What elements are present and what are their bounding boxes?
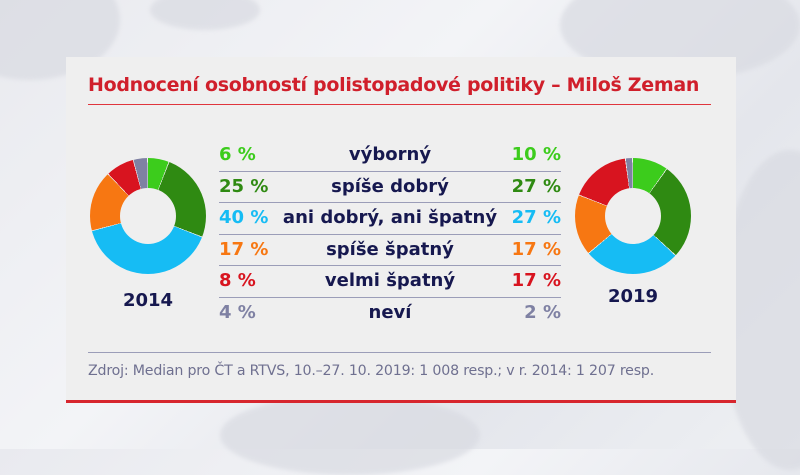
donut-chart-2019 xyxy=(575,158,691,274)
source-divider xyxy=(88,352,711,353)
source-note: Zdroj: Median pro ČT a RTVS, 10.–27. 10.… xyxy=(88,363,654,379)
year-label-2019: 2019 xyxy=(607,286,659,307)
value-2019: 17 % xyxy=(511,238,561,260)
infographic-panel: Hodnocení osobností polistopadové politi… xyxy=(66,57,736,403)
table-row-velmi-spatny: 8 % velmi špatný 17 % xyxy=(219,266,561,298)
value-2019: 27 % xyxy=(511,175,561,197)
chart-title: Hodnocení osobností polistopadové politi… xyxy=(88,74,700,96)
value-2019: 27 % xyxy=(511,207,561,228)
category-label: výborný xyxy=(348,144,432,165)
category-label: velmi špatný xyxy=(324,270,456,291)
value-2014: 40 % xyxy=(219,207,269,228)
value-2019: 10 % xyxy=(511,144,561,165)
category-label: spíše špatný xyxy=(326,238,454,260)
table-row-vyborny: 6 % výborný 10 % xyxy=(219,140,561,172)
value-2014: 17 % xyxy=(219,238,269,260)
results-table: 6 % výborný 10 % 25 % spíše dobrý 27 % 4… xyxy=(219,140,561,329)
background-map-shape xyxy=(150,0,260,30)
year-label-2014: 2014 xyxy=(122,290,174,311)
value-2019: 17 % xyxy=(511,270,561,291)
table-row-nevi: 4 % neví 2 % xyxy=(219,298,561,330)
category-label: spíše dobrý xyxy=(331,175,449,197)
category-label: neví xyxy=(368,301,412,323)
value-2014: 4 % xyxy=(219,301,256,323)
background-map-shape xyxy=(220,395,480,475)
table-row-ani: 40 % ani dobrý, ani špatný 27 % xyxy=(219,203,561,235)
category-label: ani dobrý, ani špatný xyxy=(282,207,498,228)
donut-hole xyxy=(120,188,176,244)
table-row-spise-spatny: 17 % spíše špatný 17 % xyxy=(219,235,561,266)
donut-hole xyxy=(605,188,661,244)
table-row-spise-dobry: 25 % spíše dobrý 27 % xyxy=(219,172,561,203)
title-divider xyxy=(88,104,711,105)
value-2019: 2 % xyxy=(524,301,561,323)
donut-chart-2014 xyxy=(90,158,206,274)
value-2014: 6 % xyxy=(219,144,256,165)
value-2014: 25 % xyxy=(219,175,269,197)
value-2014: 8 % xyxy=(219,270,256,291)
